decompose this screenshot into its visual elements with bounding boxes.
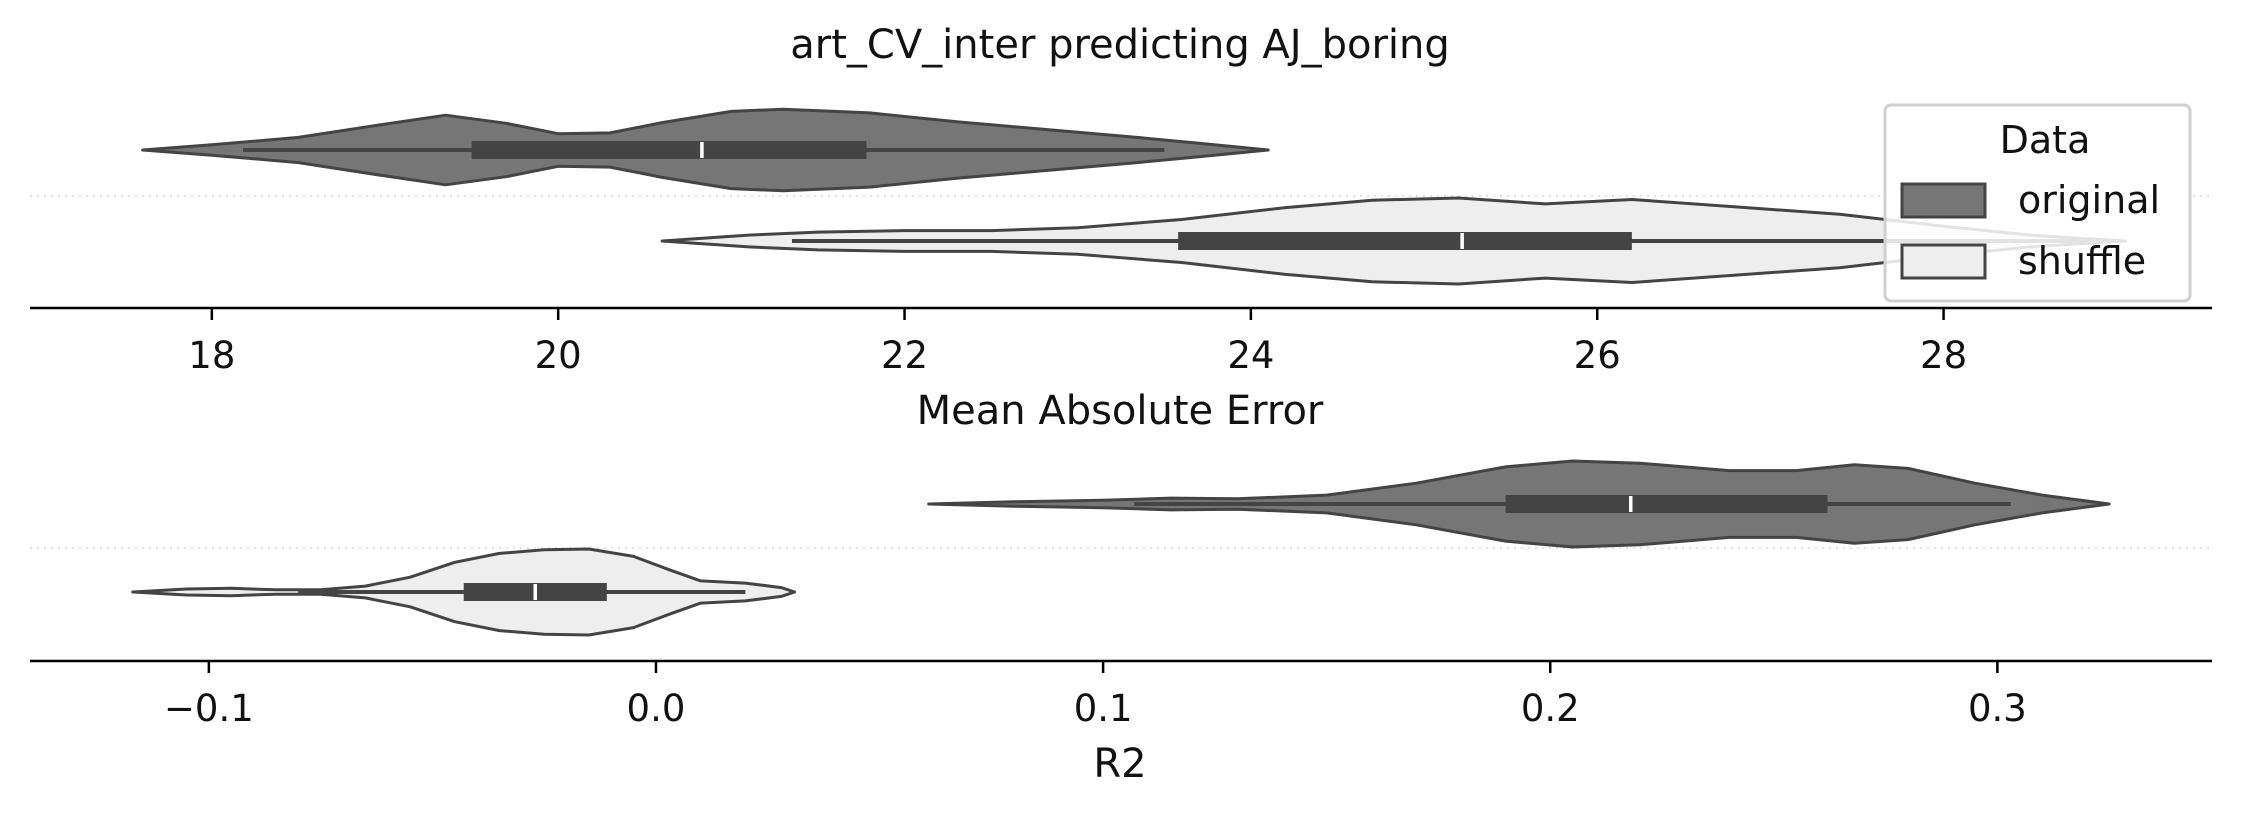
legend-title: Data — [2000, 118, 2091, 162]
x-tick-label: 18 — [188, 334, 235, 377]
legend-label-original: original — [2018, 178, 2160, 222]
panel-r2: −0.1 0.0 0.1 0.2 0.3 — [30, 459, 2212, 730]
x-tick-label: 0.3 — [1968, 687, 2027, 730]
iqr-box-shuffle — [1178, 232, 1632, 250]
x-axis-label-mae: Mean Absolute Error — [917, 388, 1324, 434]
legend-swatch-original — [1900, 182, 1987, 219]
x-axis-label-r2: R2 — [1093, 741, 1146, 787]
x-tick-label: 20 — [535, 334, 582, 377]
x-tick-label: 26 — [1574, 334, 1621, 377]
iqr-box-original — [471, 141, 867, 159]
legend-label-shuffle: shuffle — [2018, 239, 2146, 283]
x-tick-label: 0.2 — [1521, 687, 1580, 730]
panel-mean-absolute-error: 18 20 22 24 26 28 — [30, 107, 2212, 377]
x-tick-label: 28 — [1920, 334, 1967, 377]
chart-title: art_CV_inter predicting AJ_boring — [790, 22, 1450, 68]
legend: Data original shuffle — [1883, 103, 2192, 303]
x-tick-label: 22 — [881, 334, 928, 377]
legend-swatch-shuffle — [1900, 243, 1987, 280]
x-tick-label: −0.1 — [164, 687, 254, 730]
iqr-box-original — [1505, 495, 1828, 513]
x-tick-label: 0.1 — [1074, 687, 1133, 730]
x-tick-label: 24 — [1227, 334, 1274, 377]
x-tick-label: 0.0 — [627, 687, 686, 730]
